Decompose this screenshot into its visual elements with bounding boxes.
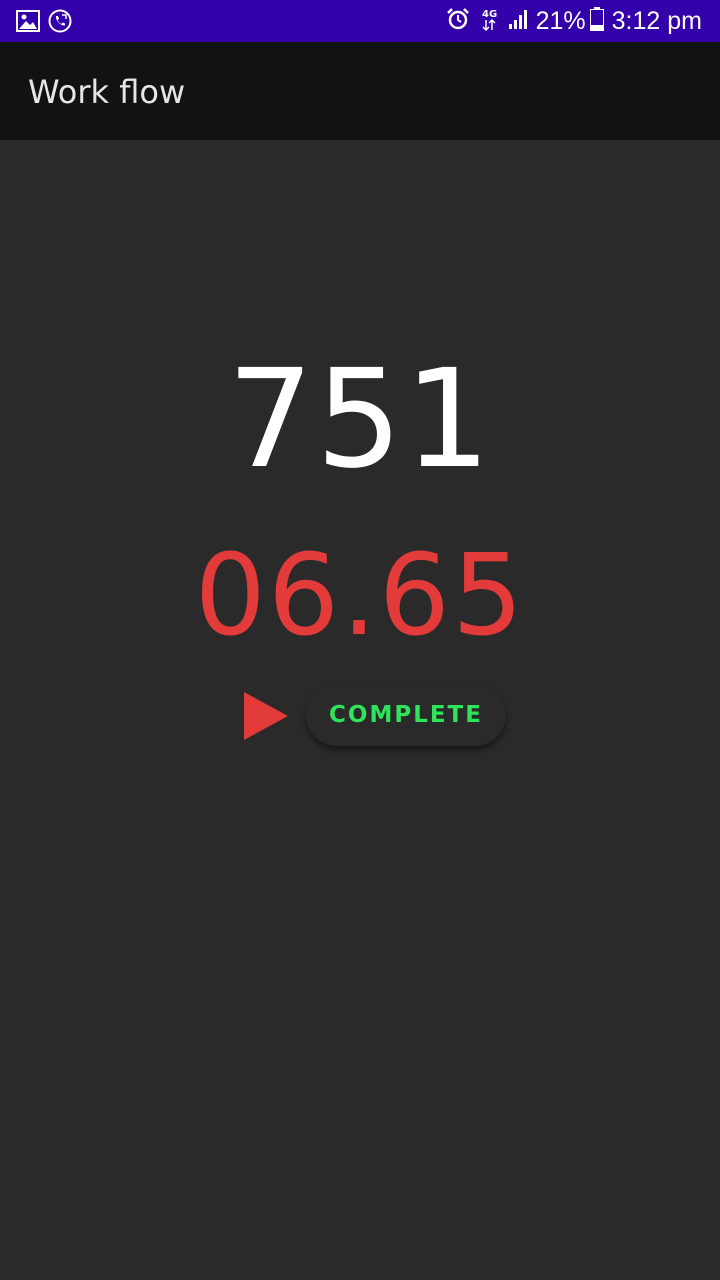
play-button[interactable] [240, 688, 292, 744]
battery-icon [589, 7, 604, 35]
play-icon [244, 692, 288, 740]
svg-text:4G: 4G [482, 9, 497, 20]
status-bar: 4G 21% 3: [0, 0, 720, 42]
alarm-icon [446, 7, 470, 35]
timer-display: 06.65 [194, 531, 526, 661]
call-icon [48, 9, 72, 37]
status-time: 3:12 pm [611, 7, 702, 35]
main-content: 751 06.65 COMPLETE [0, 140, 720, 1280]
status-left-icons [16, 9, 80, 37]
battery-percent: 21% [535, 7, 586, 35]
image-icon [16, 10, 40, 36]
app-title: Work flow [28, 73, 186, 111]
counter-display: 751 [227, 341, 493, 499]
signal-icon [508, 8, 530, 34]
controls: COMPLETE [0, 680, 720, 750]
status-right-icons: 4G 21% 3: [436, 6, 702, 36]
complete-label: COMPLETE [329, 702, 483, 728]
data-4g-icon: 4G [480, 6, 498, 36]
app-bar: Work flow [0, 42, 720, 140]
complete-button[interactable]: COMPLETE [306, 684, 506, 746]
